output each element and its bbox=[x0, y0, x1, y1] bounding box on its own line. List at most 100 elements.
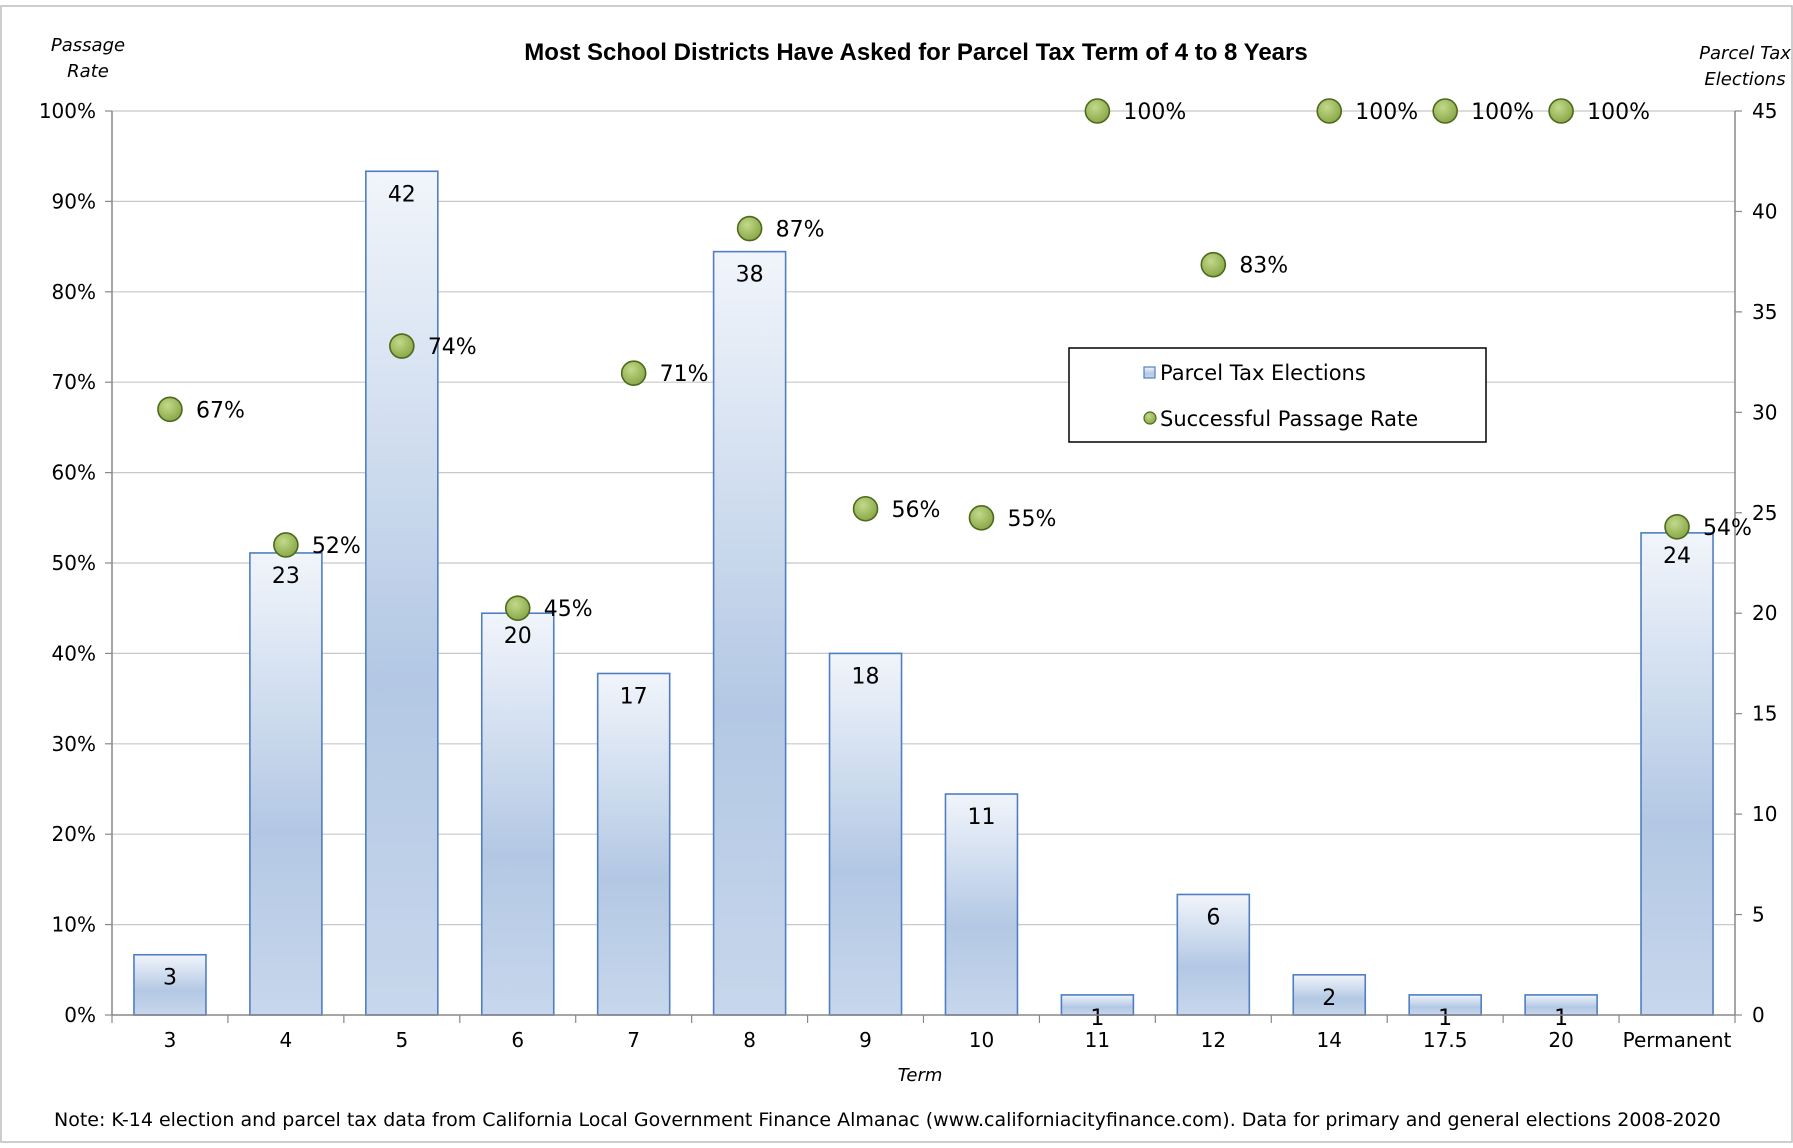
passage-rate-label: 100% bbox=[1587, 100, 1650, 125]
bar bbox=[1176, 893, 1251, 1016]
passage-rate-label: 74% bbox=[428, 335, 477, 360]
bar bbox=[133, 953, 207, 1016]
right-tick-label: 30 bbox=[1752, 400, 1777, 424]
x-axis-title: Term bbox=[898, 1065, 943, 1086]
bar bbox=[828, 652, 903, 1016]
bar bbox=[480, 612, 555, 1016]
passage-rate-label: 100% bbox=[1123, 100, 1186, 125]
right-tick-label: 45 bbox=[1752, 99, 1777, 123]
x-tick-label: 9 bbox=[859, 1028, 872, 1052]
passage-rate-point bbox=[273, 532, 299, 558]
legend-bar-label: Parcel Tax Elections bbox=[1160, 361, 1366, 385]
left-tick-label: 20% bbox=[52, 822, 96, 846]
passage-rate-label: 100% bbox=[1355, 100, 1418, 125]
passage-rate-point bbox=[1084, 98, 1111, 124]
x-tick-label: 10 bbox=[969, 1028, 994, 1052]
bar bbox=[596, 672, 671, 1016]
passage-rate-label: 87% bbox=[776, 218, 825, 243]
passage-rate-label: 55% bbox=[1007, 507, 1056, 532]
passage-rate-label: 71% bbox=[660, 362, 709, 387]
right-tick-label: 5 bbox=[1752, 903, 1765, 927]
passage-rate-point bbox=[157, 396, 183, 423]
x-tick-label: 5 bbox=[395, 1028, 408, 1052]
left-axis-caption-line2: Rate bbox=[67, 61, 109, 82]
left-tick-label: 80% bbox=[52, 280, 96, 304]
bar-value-label: 17 bbox=[620, 684, 648, 709]
x-tick-label: 6 bbox=[511, 1028, 524, 1052]
passage-rate-label: 67% bbox=[196, 398, 245, 423]
left-axis: 0% 10% 20% 30% 40% 50% 60% 70% 80% 90% 100% bbox=[39, 99, 112, 1027]
left-tick-label: 0% bbox=[64, 1003, 96, 1027]
passage-rate-label: 54% bbox=[1703, 516, 1752, 541]
right-axis: 0 5 10 15 20 25 30 35 40 45 bbox=[1735, 99, 1777, 1027]
right-tick-label: 15 bbox=[1752, 702, 1777, 726]
left-tick-label: 100% bbox=[39, 99, 96, 123]
bar bbox=[1640, 532, 1714, 1016]
bar bbox=[365, 170, 439, 1016]
bar-value-label: 1 bbox=[1090, 1006, 1104, 1031]
bar-value-label: 1 bbox=[1554, 1006, 1568, 1031]
right-tick-label: 25 bbox=[1752, 501, 1777, 525]
x-tick-label: Permanent bbox=[1623, 1028, 1732, 1052]
passage-rate-point bbox=[1200, 251, 1227, 278]
legend-box bbox=[1068, 347, 1487, 443]
x-tick-label: 12 bbox=[1201, 1028, 1226, 1052]
x-tick-label: 20 bbox=[1548, 1028, 1573, 1052]
footnote: Note: K-14 election and parcel tax data … bbox=[54, 1109, 1721, 1131]
x-tick-label: 8 bbox=[743, 1028, 756, 1052]
passage-rate-point bbox=[389, 333, 415, 359]
bar-value-label: 3 bbox=[163, 966, 177, 991]
left-tick-label: 30% bbox=[52, 732, 96, 756]
x-tick-label: 14 bbox=[1317, 1028, 1342, 1052]
passage-rate-point bbox=[968, 504, 995, 531]
bar bbox=[712, 250, 787, 1016]
passage-rate-label: 52% bbox=[312, 534, 361, 559]
x-tick-label: 4 bbox=[280, 1028, 293, 1052]
passage-rate-point bbox=[736, 215, 763, 242]
passage-rate-point bbox=[1664, 514, 1690, 540]
right-tick-label: 20 bbox=[1752, 601, 1777, 625]
bar-value-label: 6 bbox=[1206, 905, 1220, 930]
x-tick-label: 7 bbox=[627, 1028, 640, 1052]
bar-value-label: 20 bbox=[504, 624, 532, 649]
passage-rate-point bbox=[852, 495, 879, 522]
right-axis-caption-line1: Parcel Tax bbox=[1699, 43, 1791, 64]
point-series: 67% 52% 74% 45% 71% 87% 56% 55% 100% 83% 100% 100% 1… bbox=[157, 98, 1752, 622]
right-axis-caption-line2: Elections bbox=[1704, 69, 1785, 90]
bar-value-label: 18 bbox=[852, 664, 880, 689]
passage-rate-label: 100% bbox=[1471, 100, 1534, 125]
x-tick-label: 17.5 bbox=[1423, 1028, 1468, 1052]
legend-point-label: Successful Passage Rate bbox=[1160, 407, 1418, 431]
bar-value-label: 38 bbox=[736, 263, 764, 288]
bar-value-label: 42 bbox=[388, 182, 416, 207]
passage-rate-point bbox=[1548, 98, 1574, 124]
category-axis: 3 4 5 6 7 8 9 10 11 12 14 17.5 20 Permanent bbox=[111, 1015, 1736, 1052]
right-tick-label: 0 bbox=[1752, 1003, 1765, 1027]
left-tick-label: 10% bbox=[52, 913, 96, 937]
passage-rate-point bbox=[620, 360, 647, 386]
right-tick-label: 40 bbox=[1752, 199, 1777, 223]
legend-point-swatch bbox=[1143, 411, 1157, 425]
passage-rate-point bbox=[1432, 98, 1458, 124]
bar bbox=[944, 793, 1019, 1016]
x-tick-label: 11 bbox=[1085, 1028, 1110, 1052]
bar-value-label: 11 bbox=[967, 805, 995, 830]
bar bbox=[249, 552, 323, 1016]
right-tick-label: 35 bbox=[1752, 300, 1777, 324]
left-tick-label: 50% bbox=[52, 551, 96, 575]
left-tick-label: 40% bbox=[52, 641, 96, 665]
passage-rate-point bbox=[504, 595, 531, 622]
left-tick-label: 70% bbox=[52, 370, 96, 394]
bar-value-label: 24 bbox=[1663, 544, 1691, 569]
passage-rate-label: 56% bbox=[892, 498, 941, 523]
legend: Parcel Tax Elections Successful Passage … bbox=[1068, 347, 1487, 443]
left-tick-label: 90% bbox=[52, 189, 96, 213]
bar-value-label: 1 bbox=[1438, 1006, 1452, 1031]
bar-value-label: 2 bbox=[1322, 986, 1336, 1011]
right-tick-label: 10 bbox=[1752, 802, 1777, 826]
chart-title: Most School Districts Have Asked for Par… bbox=[524, 39, 1307, 66]
passage-rate-label: 83% bbox=[1239, 254, 1288, 279]
